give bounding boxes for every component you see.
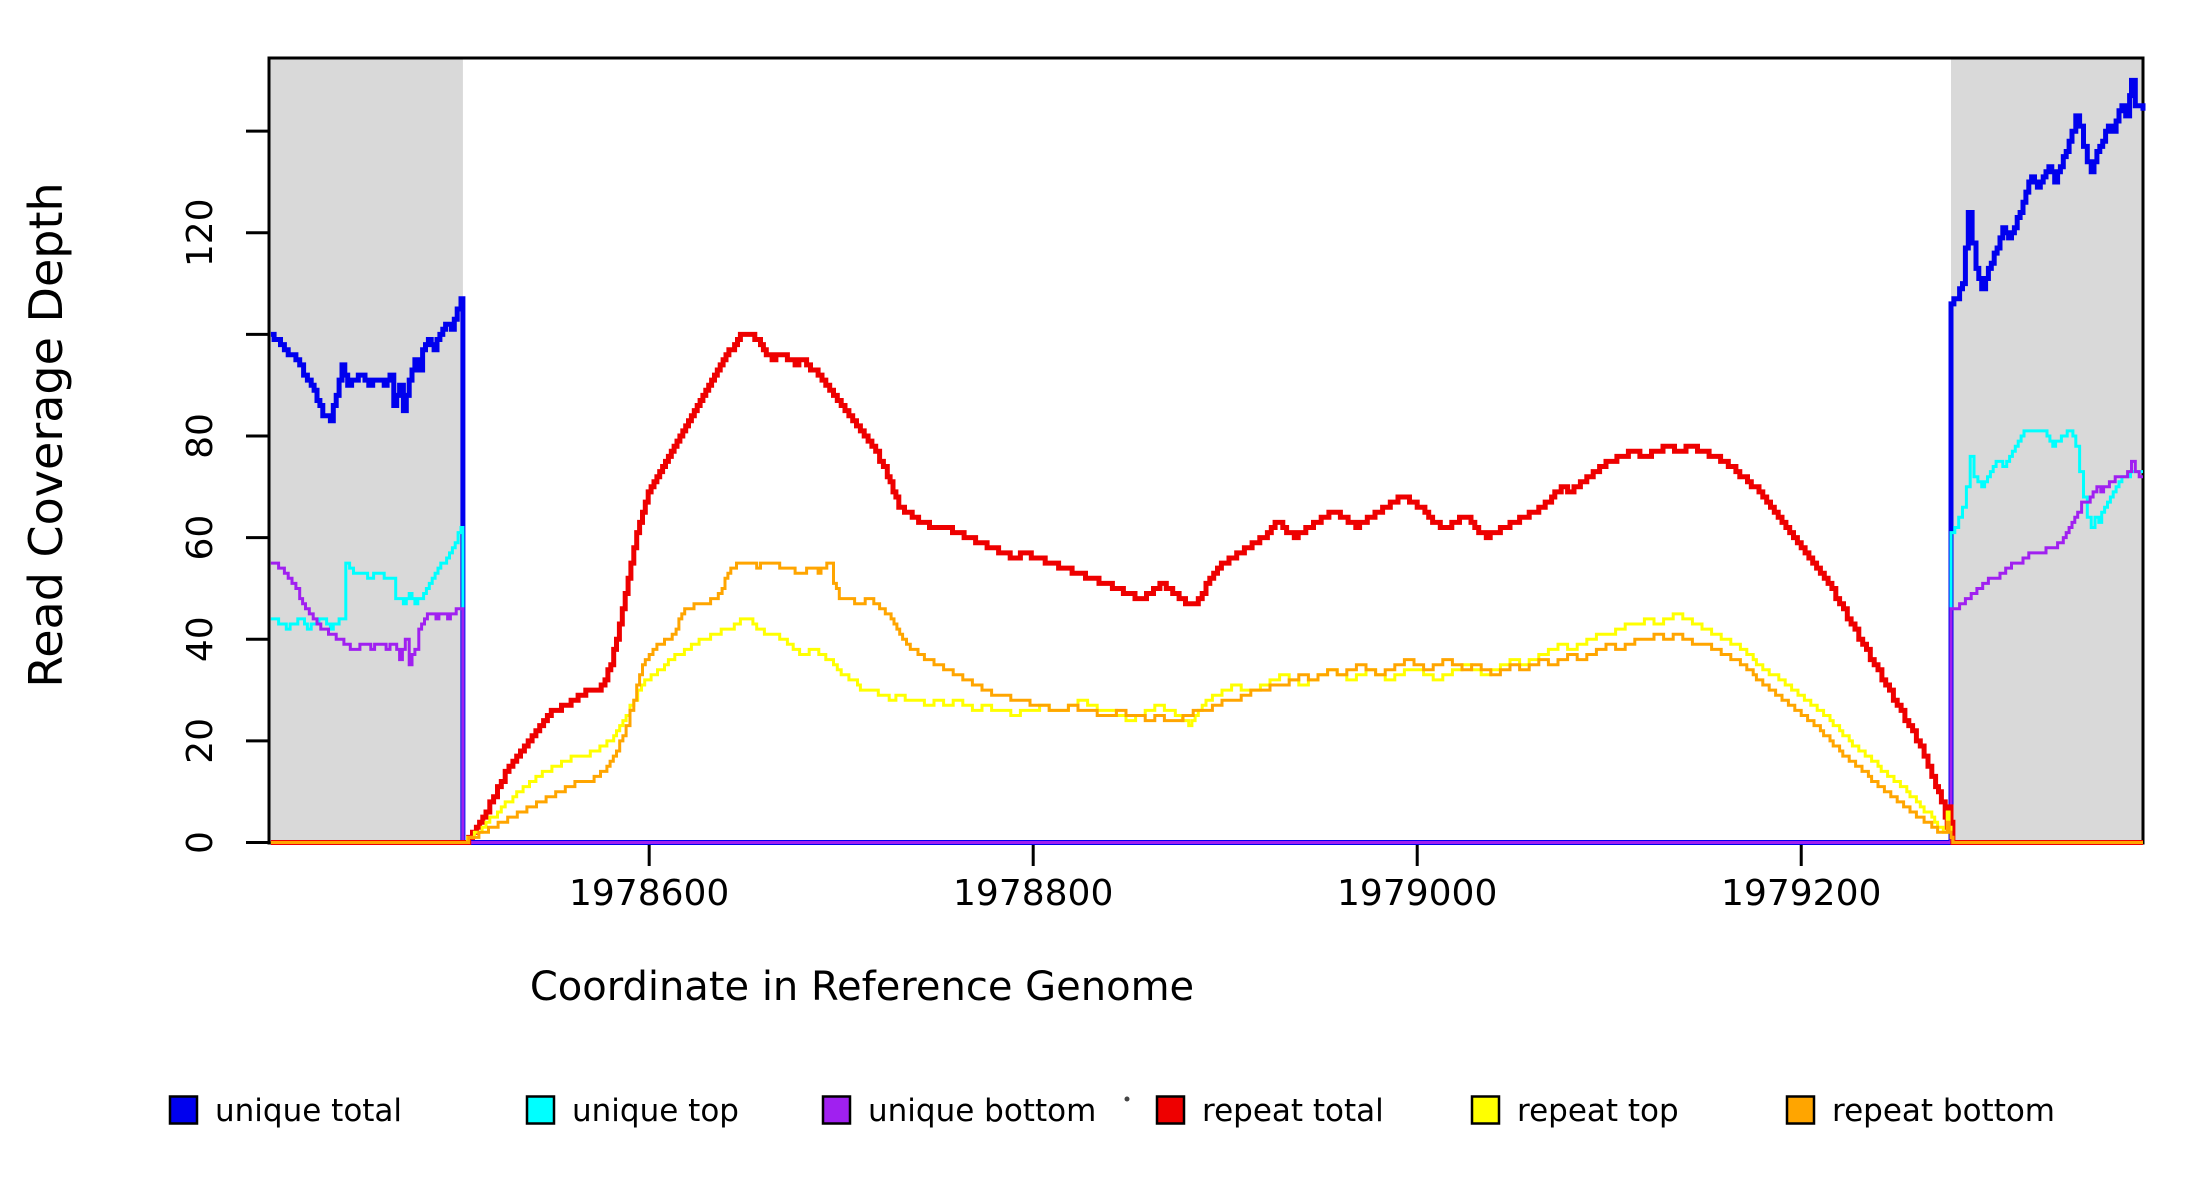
legend-label-repeat-top: repeat top xyxy=(1517,1093,1679,1129)
legend-swatch-repeat-bottom xyxy=(1785,1095,1816,1125)
x-axis-title: Coordinate in Reference Genome xyxy=(530,964,1194,1010)
x-axis-tick-label: 1979000 xyxy=(1337,873,1497,914)
flank-region-left-flank xyxy=(269,58,463,843)
legend-swatch-repeat-total xyxy=(1155,1095,1186,1125)
series-repeat-bottom xyxy=(270,561,2143,844)
series-unique-total xyxy=(270,77,2146,845)
series-repeat-top xyxy=(270,612,2143,844)
y-axis-tick-label: 80 xyxy=(180,413,221,459)
x-axis-tick-label: 1978600 xyxy=(569,873,729,914)
series-unique-bottom xyxy=(270,459,2143,844)
x-axis-tick-label: 1978800 xyxy=(953,873,1113,914)
y-axis-tick-label: 40 xyxy=(180,616,221,662)
legend-swatch-unique-bottom xyxy=(821,1095,852,1125)
legend-label-repeat-bottom: repeat bottom xyxy=(1832,1093,2055,1129)
legend-label-unique-bottom: unique bottom xyxy=(868,1093,1096,1129)
legend-swatch-repeat-top xyxy=(1470,1095,1501,1125)
stray-mark xyxy=(1124,1096,1130,1102)
series-unique-top xyxy=(270,429,2143,844)
flank-region-right-flank xyxy=(1950,58,2143,843)
legend-swatch-unique-total xyxy=(168,1095,199,1125)
y-axis-tick-label: 60 xyxy=(180,515,221,561)
series-repeat-total xyxy=(270,331,2143,845)
y-axis-tick-label: 120 xyxy=(180,198,221,267)
legend-label-repeat-total: repeat total xyxy=(1202,1093,1384,1129)
y-axis-title: Read Coverage Depth xyxy=(19,182,73,687)
legend-label-unique-total: unique total xyxy=(215,1093,402,1129)
legend-swatch-unique-top xyxy=(525,1095,556,1125)
y-axis-tick-label: 20 xyxy=(180,718,221,764)
x-axis-tick-label: 1979200 xyxy=(1721,873,1881,914)
legend-label-unique-top: unique top xyxy=(572,1093,739,1129)
y-axis-tick-label: 0 xyxy=(180,831,221,854)
